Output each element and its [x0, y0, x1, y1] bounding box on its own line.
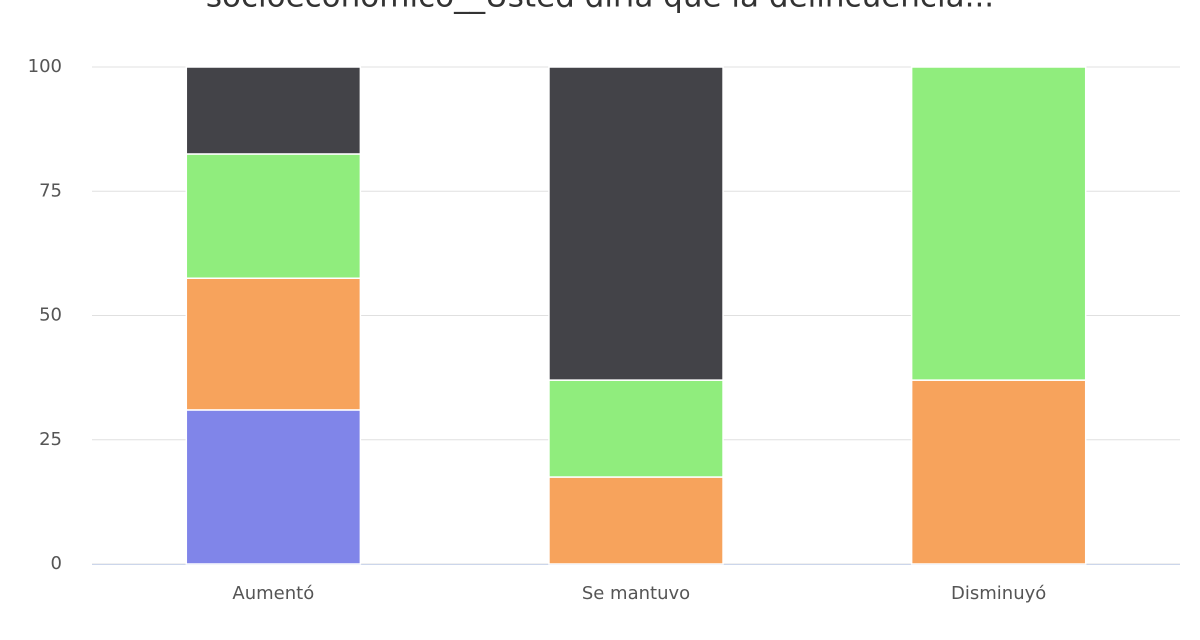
x-tick-label: Se mantuvo [582, 583, 690, 604]
y-tick-label: 100 [28, 56, 62, 77]
y-tick-label: 75 [39, 180, 62, 201]
bar-segment [548, 66, 724, 381]
y-tick-label: 25 [39, 429, 62, 450]
bar-segment [910, 66, 1087, 381]
bar-segment [185, 66, 362, 155]
bar-segment [548, 379, 724, 478]
bar-segment [185, 153, 362, 279]
bar-segment [185, 277, 362, 411]
y-tick-label: 50 [39, 305, 62, 326]
bar-segment [185, 409, 362, 565]
x-tick-label: Aumentó [232, 583, 314, 604]
bar-segment [910, 379, 1087, 565]
chart-title: socioeconómico__Usted diría que la delin… [206, 0, 994, 15]
x-tick-label: Disminuyó [951, 583, 1046, 604]
bar-segment [548, 476, 724, 565]
y-tick-label: 0 [51, 553, 62, 574]
